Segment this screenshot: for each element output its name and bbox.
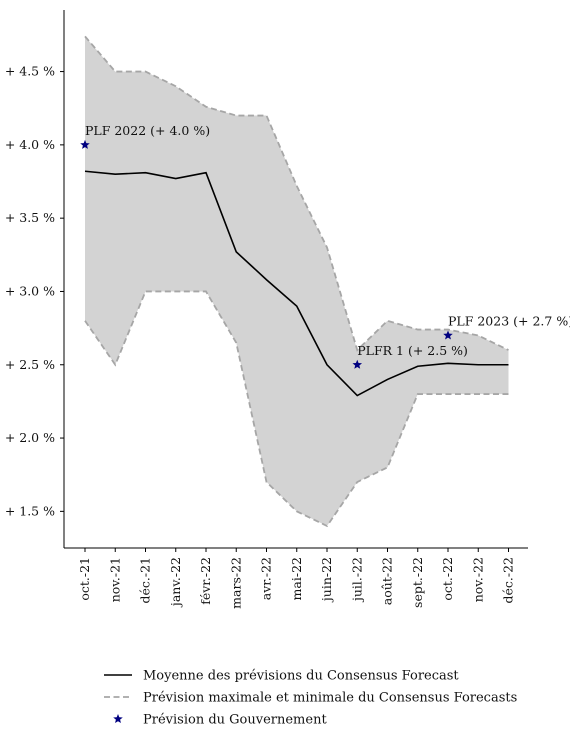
legend-government-swatch xyxy=(113,714,123,724)
axes: + 1.5 % + 2.0 % + 2.5 % + 3.0 % + 3.5 % + 4.0… xyxy=(5,10,528,609)
x-tick-label: mai-22 xyxy=(289,557,304,600)
x-tick-label: janv.-22 xyxy=(168,557,183,608)
government-forecast-point xyxy=(443,330,453,340)
y-tick-label: + 1.5 % xyxy=(5,503,55,518)
x-tick-label: juil.-22 xyxy=(349,557,364,603)
y-tick-label: + 4.0 % xyxy=(5,137,55,152)
x-tick-label: août-22 xyxy=(380,557,395,605)
x-tick-label: nov.-21 xyxy=(107,557,122,602)
mean-forecast-line xyxy=(84,170,509,397)
range-band-layer xyxy=(85,36,509,527)
x-tick-label: mars-22 xyxy=(228,557,243,609)
x-tick-label: déc.-21 xyxy=(138,557,153,604)
legend-range-label: Prévision maximale et minimale du Consen… xyxy=(143,691,517,706)
x-tick-label: sept.-22 xyxy=(410,557,425,608)
max-forecast-line xyxy=(84,35,509,352)
y-tick-label: + 3.0 % xyxy=(5,283,55,298)
government-forecast-label: PLF 2023 (+ 2.7 %) xyxy=(448,313,570,328)
government-forecast-point xyxy=(352,359,363,369)
x-tick-label: avr.-22 xyxy=(259,557,274,600)
government-forecast-point xyxy=(80,139,90,149)
x-tick-label: nov.-22 xyxy=(470,557,485,602)
series-layer: PLF 2022 (+ 4.0 %) PLFR 1 (+ 2.5 %) PLF 20… xyxy=(80,35,570,528)
y-tick-label: + 4.5 % xyxy=(5,64,55,79)
legend-government-label: Prévision du Gouvernement xyxy=(143,713,327,728)
x-tick-label: juin-22 xyxy=(319,557,334,603)
y-tick-label: + 3.5 % xyxy=(5,210,55,225)
y-tick-label: + 2.5 % xyxy=(5,357,55,372)
x-tick-label: févr.-22 xyxy=(198,557,213,605)
min-forecast-line xyxy=(84,290,509,528)
government-forecast-label: PLF 2022 (+ 4.0 %) xyxy=(85,123,210,138)
government-forecast-label: PLFR 1 (+ 2.5 %) xyxy=(357,343,468,358)
legend-mean-label: Moyenne des prévisions du Consensus Fore… xyxy=(143,669,459,684)
x-tick-label: déc.-22 xyxy=(501,557,516,604)
x-tick-label: oct.-21 xyxy=(77,557,92,601)
y-tick-label: + 2.0 % xyxy=(5,430,55,445)
range-band xyxy=(85,36,509,527)
legend: Moyenne des prévisions du Consensus Fore… xyxy=(104,669,517,728)
x-tick-label: oct.-22 xyxy=(440,557,455,601)
